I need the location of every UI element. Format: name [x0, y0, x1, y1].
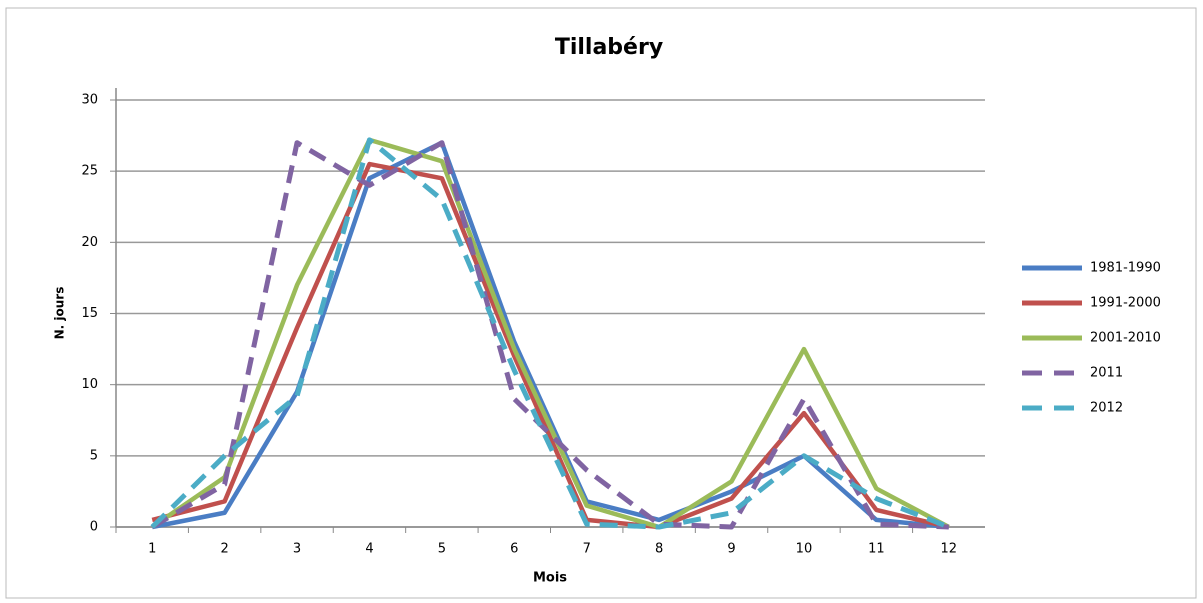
x-tick-label: 10	[796, 542, 813, 557]
series-line	[150, 137, 950, 530]
x-tick-label: 4	[365, 542, 373, 557]
series-line	[150, 140, 949, 530]
y-tick-label: 15	[81, 306, 98, 321]
x-tick-label: 6	[510, 542, 518, 557]
x-axis-label: Mois	[533, 571, 567, 586]
series-line	[150, 137, 950, 530]
y-tick-label: 5	[90, 448, 98, 463]
y-tick-label: 10	[81, 377, 98, 392]
x-tick-label: 12	[941, 542, 958, 557]
y-tick-label: 30	[81, 93, 98, 108]
x-tick-label: 3	[293, 542, 301, 557]
x-tick-label: 9	[727, 542, 735, 557]
series-line	[151, 161, 950, 530]
chart-frame	[5, 7, 1197, 599]
y-tick-label: 25	[81, 164, 98, 179]
x-tick-label: 8	[655, 542, 663, 557]
series-line	[151, 140, 950, 530]
legend-label: 2012	[1090, 401, 1123, 416]
legend-label: 2001-2010	[1090, 331, 1161, 346]
chart-title: Tillabéry	[555, 35, 663, 60]
legend-label: 2011	[1090, 366, 1123, 381]
x-tick-label: 2	[220, 542, 228, 557]
legend-label: 1991-2000	[1090, 296, 1161, 311]
legend-label: 1981-1990	[1090, 261, 1161, 276]
y-axis-label: N. jours	[53, 287, 67, 340]
x-tick-label: 5	[438, 542, 446, 557]
y-tick-label: 0	[90, 520, 98, 535]
y-tick-label: 20	[81, 235, 98, 250]
x-tick-label: 7	[583, 542, 591, 557]
x-tick-label: 1	[148, 542, 156, 557]
x-tick-label: 11	[868, 542, 885, 557]
